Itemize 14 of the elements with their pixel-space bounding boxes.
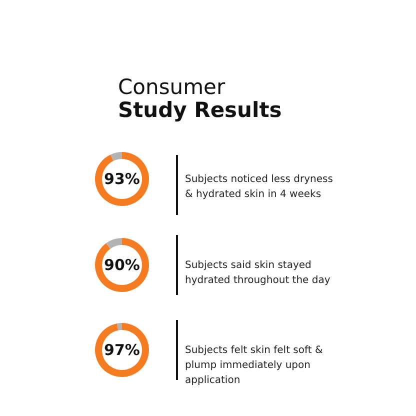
text: Subjects felt skin felt soft & plump immediately upon application (185, 345, 323, 386)
data-label: 90% (104, 256, 140, 274)
donut-slice (110, 152, 122, 161)
donut-slice (95, 152, 149, 206)
data-label: 93% (104, 170, 140, 188)
text: Study Results (118, 98, 282, 122)
text: Subjects said skin stayed hydrated throughout the day (185, 260, 330, 286)
data-label: 97% (104, 341, 140, 359)
donut-slice (116, 323, 122, 330)
donut-slice (95, 323, 149, 377)
text: Subjects noticed less dryness & hydrated skin in 4 weeks (185, 174, 333, 200)
chart-title: Consumer (118, 75, 226, 99)
donut-slice (95, 238, 149, 292)
donut-slice (106, 238, 122, 249)
